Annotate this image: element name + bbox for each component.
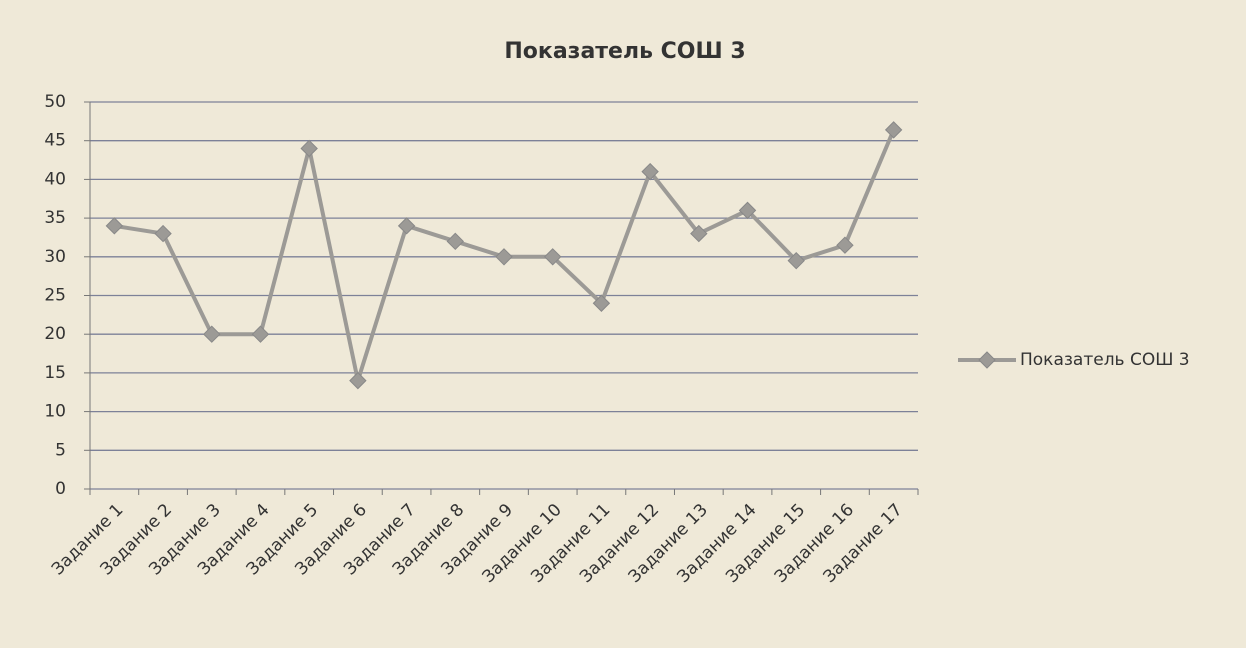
chart-title: Показатель СОШ 3: [504, 39, 745, 64]
point: [787, 251, 805, 270]
point: [592, 294, 611, 312]
y-tick-label: 0: [55, 479, 66, 499]
point: [251, 325, 270, 343]
y-tick-label: 20: [44, 324, 66, 344]
legend-marker: [978, 351, 996, 369]
y-tick-label: 15: [44, 363, 66, 383]
legend-label: Показатель СОШ 3: [1020, 350, 1190, 370]
point: [495, 248, 513, 266]
point: [105, 217, 124, 235]
y-tick-label: 10: [44, 402, 66, 422]
y-tick-label: 30: [44, 247, 66, 267]
point: [738, 201, 757, 220]
point: [154, 224, 172, 243]
y-tick-label: 35: [44, 208, 66, 228]
y-tick-label: 25: [44, 286, 66, 306]
point: [446, 232, 465, 251]
point: [397, 217, 416, 235]
point: [641, 162, 659, 181]
y-tick-label: 40: [44, 169, 66, 189]
y-tick-label: 50: [44, 92, 66, 112]
point: [690, 224, 708, 243]
point: [203, 325, 221, 343]
point: [884, 121, 903, 139]
point: [349, 371, 367, 390]
point: [543, 248, 562, 266]
y-tick-label: 45: [44, 131, 66, 151]
y-tick-label: 5: [55, 440, 66, 460]
point: [300, 139, 318, 158]
point: [836, 236, 854, 254]
